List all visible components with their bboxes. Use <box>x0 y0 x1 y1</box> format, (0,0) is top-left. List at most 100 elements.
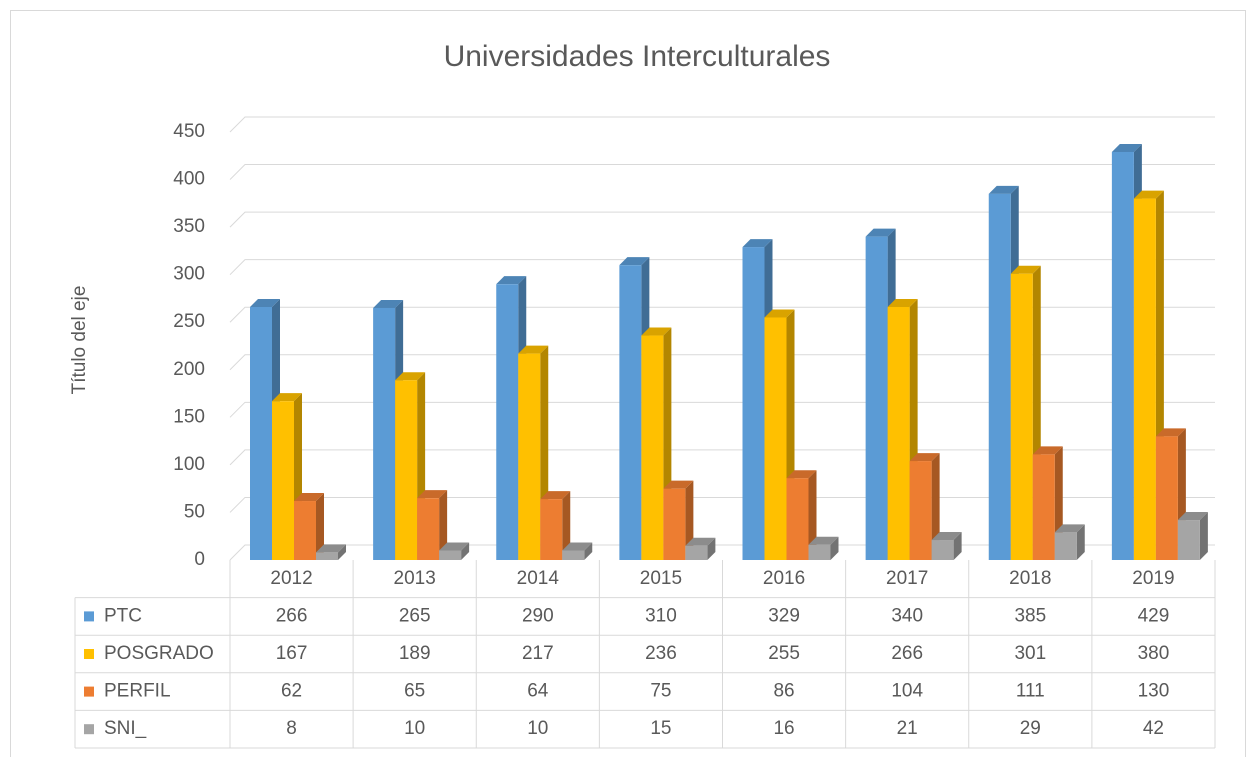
y-tick-label: 0 <box>194 549 205 570</box>
bar <box>496 284 519 560</box>
bar-top <box>1177 512 1208 521</box>
bar <box>742 247 765 560</box>
table-value: 42 <box>1143 718 1164 739</box>
bar <box>808 544 831 560</box>
bar-top <box>250 299 280 308</box>
table-value: 62 <box>281 681 302 702</box>
table-value: 21 <box>897 718 918 739</box>
table-value: 65 <box>404 681 425 702</box>
bar-side <box>1076 524 1085 560</box>
bar <box>294 501 316 560</box>
bar-top <box>663 480 694 489</box>
table-value: 167 <box>276 643 308 664</box>
bar-top <box>540 491 571 500</box>
legend-label: POSGRADO <box>104 643 214 664</box>
bar <box>865 236 888 560</box>
legend-label: SNI_ <box>104 718 147 739</box>
bar <box>1032 454 1055 560</box>
table-value: 266 <box>276 605 308 626</box>
bar-3d <box>316 544 346 560</box>
bar-3d <box>562 542 593 560</box>
bar-3d <box>1177 512 1208 560</box>
bar-top <box>641 327 672 336</box>
bar <box>685 545 708 560</box>
bar <box>250 307 272 560</box>
y-tick-label: 350 <box>173 216 205 237</box>
x-tick-label: 2014 <box>517 568 560 589</box>
bar <box>786 478 809 560</box>
bar <box>316 552 338 560</box>
bar-top <box>1032 446 1063 455</box>
bar <box>887 307 910 560</box>
bar-top <box>764 309 795 318</box>
y-tick-label: 50 <box>184 501 205 522</box>
x-tick-label: 2018 <box>1009 568 1051 589</box>
table-value: 10 <box>404 718 425 739</box>
table-value: 266 <box>891 643 923 664</box>
bar-side <box>461 542 470 560</box>
table-value: 217 <box>522 643 554 664</box>
y-tick-label: 150 <box>173 406 205 427</box>
x-tick-label: 2017 <box>886 568 928 589</box>
bar-top <box>373 299 404 308</box>
bar-side <box>830 536 839 560</box>
bar-3d <box>685 537 716 560</box>
bar-side <box>338 544 346 560</box>
table-value: 86 <box>773 681 794 702</box>
table-value: 340 <box>891 605 923 626</box>
bar-side <box>808 470 817 560</box>
bar <box>417 498 440 560</box>
table-value: 189 <box>399 643 431 664</box>
table-value: 429 <box>1138 605 1170 626</box>
bar <box>518 353 541 560</box>
bar-top <box>518 345 549 354</box>
bar-top <box>1054 524 1085 533</box>
bar-3d <box>417 490 448 560</box>
table-value: 329 <box>768 605 800 626</box>
table-value: 310 <box>645 605 677 626</box>
x-tick-label: 2016 <box>763 568 805 589</box>
bar <box>1177 520 1200 560</box>
bar-top <box>619 257 650 266</box>
bar <box>1054 532 1077 560</box>
bar-top <box>685 537 716 546</box>
bar <box>540 499 563 560</box>
bar <box>562 550 585 560</box>
bar <box>764 317 787 560</box>
table-value: 10 <box>527 718 548 739</box>
y-tick-label: 100 <box>173 454 205 475</box>
bar-side <box>707 537 716 560</box>
bar-side <box>439 490 448 560</box>
bar-3d <box>808 536 839 560</box>
bar-top <box>909 453 940 462</box>
bar-3d <box>294 493 324 560</box>
bar-top <box>786 470 817 479</box>
table-value: 111 <box>1016 681 1045 702</box>
bar-top <box>931 532 962 541</box>
y-tick-label: 250 <box>173 311 205 332</box>
table-value: 236 <box>645 643 677 664</box>
bar-top <box>272 393 302 402</box>
bar-top <box>1010 265 1041 274</box>
grid-line <box>229 164 1215 180</box>
bar <box>1133 198 1156 561</box>
x-tick-label: 2015 <box>640 568 682 589</box>
bar-side <box>562 491 571 560</box>
legend-key <box>84 611 94 622</box>
bar-side <box>931 453 940 560</box>
bar-top <box>439 542 470 551</box>
bar-3d <box>540 491 571 560</box>
table-value: 15 <box>650 718 671 739</box>
bar-top <box>742 239 773 248</box>
table-value: 380 <box>1138 643 1170 664</box>
bar-top <box>562 542 593 551</box>
x-tick-label: 2012 <box>270 568 312 589</box>
bar-top <box>395 372 426 381</box>
bar-3d <box>1054 524 1085 560</box>
bar-top <box>887 299 918 308</box>
chart-title: Universidades Interculturales <box>444 40 831 73</box>
bar-top <box>988 185 1019 194</box>
table-value: 301 <box>1014 643 1046 664</box>
table-value: 75 <box>650 681 671 702</box>
